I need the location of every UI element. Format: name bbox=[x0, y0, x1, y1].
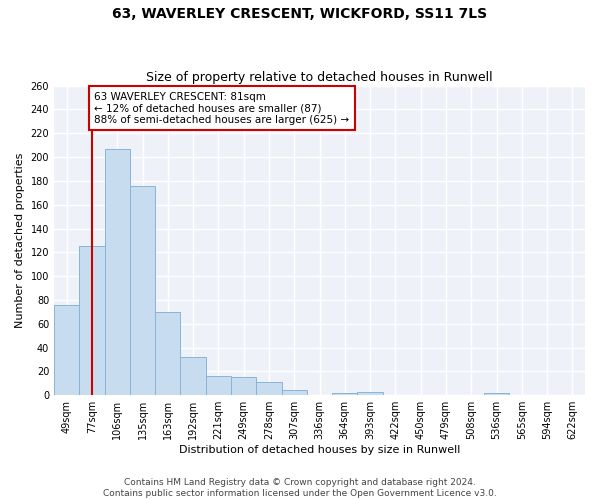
Bar bbox=[256, 382, 281, 395]
Bar bbox=[104, 149, 130, 395]
Bar bbox=[231, 378, 256, 395]
Bar bbox=[130, 186, 155, 395]
Text: 63, WAVERLEY CRESCENT, WICKFORD, SS11 7LS: 63, WAVERLEY CRESCENT, WICKFORD, SS11 7L… bbox=[112, 8, 488, 22]
Bar bbox=[54, 304, 79, 395]
Text: Contains HM Land Registry data © Crown copyright and database right 2024.
Contai: Contains HM Land Registry data © Crown c… bbox=[103, 478, 497, 498]
Text: 63 WAVERLEY CRESCENT: 81sqm
← 12% of detached houses are smaller (87)
88% of sem: 63 WAVERLEY CRESCENT: 81sqm ← 12% of det… bbox=[94, 92, 350, 125]
Bar bbox=[79, 246, 104, 395]
Bar bbox=[181, 357, 206, 395]
Bar bbox=[358, 392, 383, 395]
Bar bbox=[332, 393, 358, 395]
X-axis label: Distribution of detached houses by size in Runwell: Distribution of detached houses by size … bbox=[179, 445, 460, 455]
Title: Size of property relative to detached houses in Runwell: Size of property relative to detached ho… bbox=[146, 72, 493, 85]
Y-axis label: Number of detached properties: Number of detached properties bbox=[15, 153, 25, 328]
Bar bbox=[206, 376, 231, 395]
Bar bbox=[484, 393, 509, 395]
Bar bbox=[155, 312, 181, 395]
Bar bbox=[281, 390, 307, 395]
